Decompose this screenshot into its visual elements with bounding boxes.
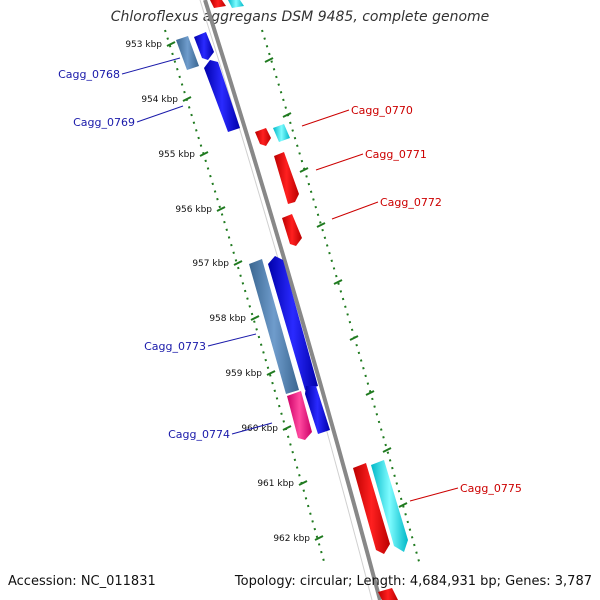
tick-label: 955 kbp — [158, 150, 195, 160]
tick-label: 954 kbp — [141, 95, 178, 105]
map-title: Chloroflexus aggregans DSM 9485, complet… — [110, 9, 490, 25]
gene-cagg-0768[interactable] — [176, 36, 199, 70]
tick-mark — [264, 57, 274, 63]
tick-mark — [299, 167, 309, 173]
gene-leader-line — [301, 109, 350, 127]
tick-mark — [182, 96, 192, 102]
gene-cagg-0773b[interactable] — [268, 256, 318, 390]
gene-label[interactable]: Cagg_0771 — [365, 148, 427, 161]
tick-mark — [250, 315, 260, 321]
tick-label: 961 kbp — [257, 479, 294, 489]
gene-top-red[interactable] — [210, 0, 226, 8]
gene-cagg-0771[interactable] — [274, 152, 299, 204]
gene-labels: Cagg_0768 Cagg_0769 Cagg_0770 Cagg_0771 Cagg… — [58, 57, 522, 502]
gene-label[interactable]: Cagg_0768 — [58, 68, 120, 81]
backbone-ring — [203, 0, 382, 600]
tick-label: 958 kbp — [209, 314, 246, 324]
topology-summary: Topology: circular; Length: 4,684,931 bp… — [234, 574, 592, 589]
tick-mark — [333, 279, 343, 285]
tick-mark — [382, 447, 392, 453]
tick-mark — [298, 480, 308, 486]
tick-mark — [282, 112, 292, 118]
gene-cagg-0769[interactable] — [204, 60, 240, 132]
gene-cagg-0774[interactable] — [287, 391, 312, 440]
gene-label[interactable]: Cagg_0775 — [460, 482, 522, 495]
gene-cagg-0772[interactable] — [282, 214, 302, 246]
gene-leader-line — [136, 105, 184, 123]
gene-cagg-0768b[interactable] — [194, 32, 214, 60]
gene-leader-line — [331, 201, 379, 220]
tick-mark — [316, 222, 326, 228]
gene-cagg-0770b[interactable] — [273, 124, 290, 142]
gene-label[interactable]: Cagg_0770 — [351, 104, 413, 117]
gene-cagg-0775[interactable] — [353, 463, 390, 554]
tick-mark — [365, 390, 375, 396]
tick-mark — [398, 502, 408, 508]
gene-leader-line — [315, 153, 364, 171]
tick-mark — [199, 151, 209, 157]
tick-label: 956 kbp — [175, 205, 212, 215]
gene-bottom-red[interactable] — [378, 588, 398, 600]
gene-features — [176, 0, 408, 600]
accession-text: Accession: NC_011831 — [8, 574, 156, 589]
gene-cagg-0770[interactable] — [255, 128, 271, 146]
gene-label[interactable]: Cagg_0772 — [380, 196, 442, 209]
tick-label: 960 kbp — [241, 424, 278, 434]
tick-mark — [349, 335, 359, 341]
gene-cagg-0774b[interactable] — [305, 386, 330, 434]
gene-cagg-0775b[interactable] — [371, 460, 408, 552]
tick-mark — [314, 535, 324, 541]
gene-leader-line — [121, 57, 181, 75]
tick-label: 959 kbp — [225, 369, 262, 379]
kbp-ticks: 953 kbp 954 kbp 955 kbp 956 kbp 957 kbp 958 k… — [125, 40, 408, 544]
gene-cagg-0773[interactable] — [249, 259, 299, 394]
gene-leader-line — [409, 487, 459, 502]
gene-leader-line — [231, 422, 273, 435]
gene-leader-line — [207, 333, 257, 347]
tick-mark — [282, 425, 292, 431]
tick-track-outer — [261, 29, 421, 566]
tick-mark — [216, 206, 226, 212]
gene-label[interactable]: Cagg_0774 — [168, 428, 230, 441]
gene-top-cyan[interactable] — [228, 0, 244, 8]
tick-track-inner — [164, 29, 326, 566]
tick-label: 957 kbp — [192, 259, 229, 269]
tick-mark — [233, 260, 243, 266]
tick-label: 953 kbp — [125, 40, 162, 50]
gene-label[interactable]: Cagg_0773 — [144, 340, 206, 353]
tick-mark — [266, 370, 276, 376]
tick-label: 962 kbp — [273, 534, 310, 544]
tick-mark — [166, 41, 176, 47]
gene-label[interactable]: Cagg_0769 — [73, 116, 135, 129]
